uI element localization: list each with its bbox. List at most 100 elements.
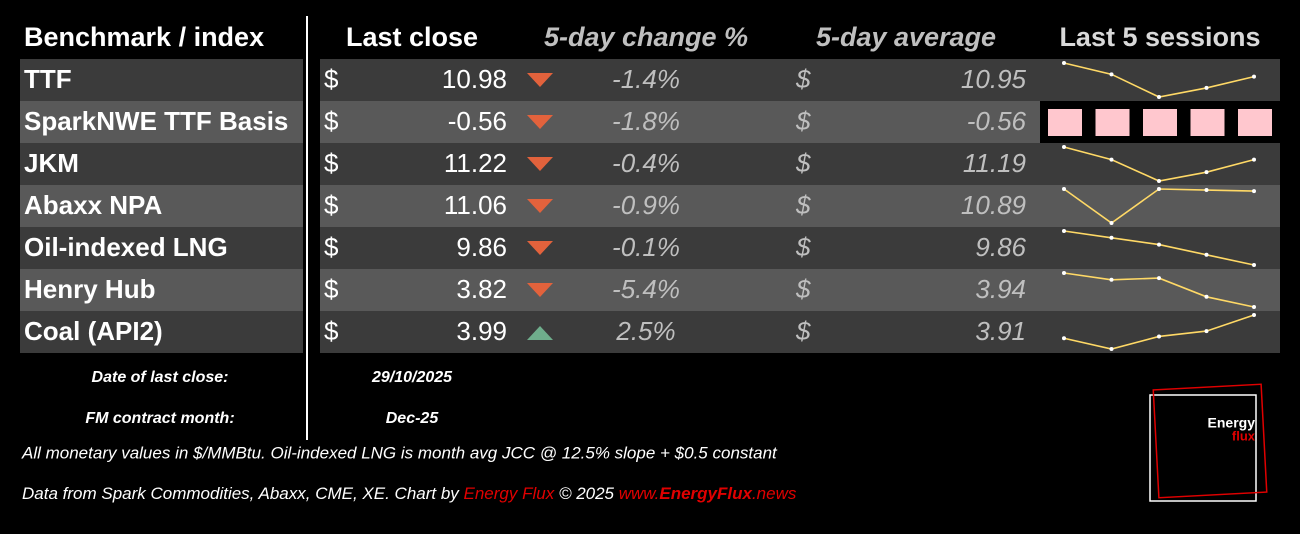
name-cell — [20, 311, 303, 353]
arrow-down — [527, 199, 553, 213]
currency: $ — [795, 316, 811, 346]
source-text: Data from Spark Commodities, Abaxx, CME,… — [22, 484, 464, 503]
source-url: www. — [619, 484, 660, 503]
change: -5.4% — [612, 274, 680, 304]
row-name: TTF — [24, 64, 72, 94]
currency: $ — [795, 64, 811, 94]
note: All monetary values in $/MMBtu. Oil-inde… — [21, 443, 778, 462]
logo-frame — [1149, 394, 1257, 502]
spark-point — [1109, 347, 1114, 351]
row-name: JKM — [24, 148, 79, 178]
name-cell — [20, 269, 303, 311]
spark-point — [1109, 235, 1114, 240]
currency: $ — [795, 190, 811, 220]
average: 3.91 — [975, 316, 1026, 346]
currency: $ — [324, 106, 339, 136]
change: -0.4% — [612, 148, 680, 178]
currency: $ — [795, 148, 811, 178]
currency: $ — [324, 232, 339, 262]
currency: $ — [324, 274, 339, 304]
currency: $ — [324, 148, 339, 178]
arrow-down — [527, 115, 553, 129]
average: 10.95 — [961, 64, 1027, 94]
change: -1.4% — [612, 64, 680, 94]
row-name: Coal (API2) — [24, 316, 163, 346]
name-cell — [20, 227, 303, 269]
change: -0.1% — [612, 232, 680, 262]
spark-point — [1109, 277, 1114, 282]
source-url: .news — [752, 484, 797, 503]
last-close: 3.99 — [456, 316, 507, 346]
source-copyright: © 2025 — [554, 484, 619, 503]
last-close: 9.86 — [456, 232, 507, 262]
currency: $ — [324, 64, 339, 94]
spark-block — [1238, 109, 1272, 136]
spark-point — [1062, 229, 1066, 233]
spark-point — [1157, 187, 1161, 191]
spark-block — [1048, 109, 1082, 136]
spark-point — [1157, 242, 1161, 247]
header-name: Benchmark / index — [24, 22, 264, 52]
spark-block — [1095, 109, 1130, 136]
spark-point — [1157, 334, 1161, 339]
logo-frame-red — [1152, 383, 1268, 499]
spark-point — [1252, 263, 1256, 267]
logo-word: Energy — [1208, 415, 1256, 431]
logo-word: flux — [1232, 428, 1256, 443]
spark-point — [1252, 157, 1256, 162]
date-value: 29/10/2025 — [371, 369, 453, 386]
header-change: 5-day change % — [544, 22, 748, 52]
spark-point — [1204, 294, 1209, 299]
arrow-up — [527, 326, 553, 340]
row-name: Oil-indexed LNG — [24, 232, 228, 262]
change: -0.9% — [612, 190, 680, 220]
spark-point — [1157, 95, 1161, 99]
date-label: Date of last close: — [92, 369, 229, 386]
spark-point — [1252, 305, 1256, 309]
arrow-down — [527, 241, 553, 255]
rows: TTF $10.98 -1.4% $10.95 SparkNWE TTF Basis $ -… — [20, 59, 1280, 353]
spark-point — [1062, 336, 1066, 341]
name-cell — [20, 143, 303, 185]
source-brand: Energy Flux — [464, 484, 555, 503]
currency: $ — [795, 274, 811, 304]
spark-point — [1252, 189, 1256, 194]
spark-point — [1062, 61, 1066, 65]
header-sessions: Last 5 sessions — [1059, 22, 1260, 52]
spark-point — [1062, 145, 1066, 149]
spark-point — [1204, 329, 1209, 334]
spark-point — [1204, 170, 1209, 175]
average: -0.56 — [967, 106, 1027, 136]
row-band — [320, 185, 1280, 227]
last-close: 11.22 — [444, 148, 507, 178]
arrow-down — [527, 157, 553, 171]
currency: $ — [324, 316, 339, 346]
row-band — [320, 227, 1280, 269]
currency: $ — [324, 190, 339, 220]
header-average: 5-day average — [816, 22, 996, 52]
spark-block — [1143, 109, 1177, 136]
name-cell — [20, 101, 303, 143]
average: 9.86 — [975, 232, 1026, 262]
spark-point — [1062, 271, 1066, 275]
source-url: EnergyFlux — [659, 484, 753, 503]
change: -1.8% — [612, 106, 680, 136]
change: 2.5% — [615, 316, 675, 346]
row-band — [320, 269, 1280, 311]
currency: $ — [795, 232, 811, 262]
arrow-down — [527, 73, 553, 87]
last-close: 10.98 — [442, 64, 507, 94]
spark-point — [1252, 313, 1256, 317]
spark-point — [1157, 179, 1161, 183]
spark-point — [1204, 188, 1209, 193]
month-value: Dec-25 — [386, 410, 440, 427]
row-name: Abaxx NPA — [24, 190, 162, 220]
average: 11.19 — [963, 148, 1026, 178]
row-band — [320, 59, 1280, 101]
spark-point — [1204, 85, 1209, 90]
month-label: FM contract month: — [85, 410, 234, 427]
source: Data from Spark Commodities, Abaxx, CME,… — [22, 484, 797, 503]
average: 3.94 — [975, 274, 1026, 304]
